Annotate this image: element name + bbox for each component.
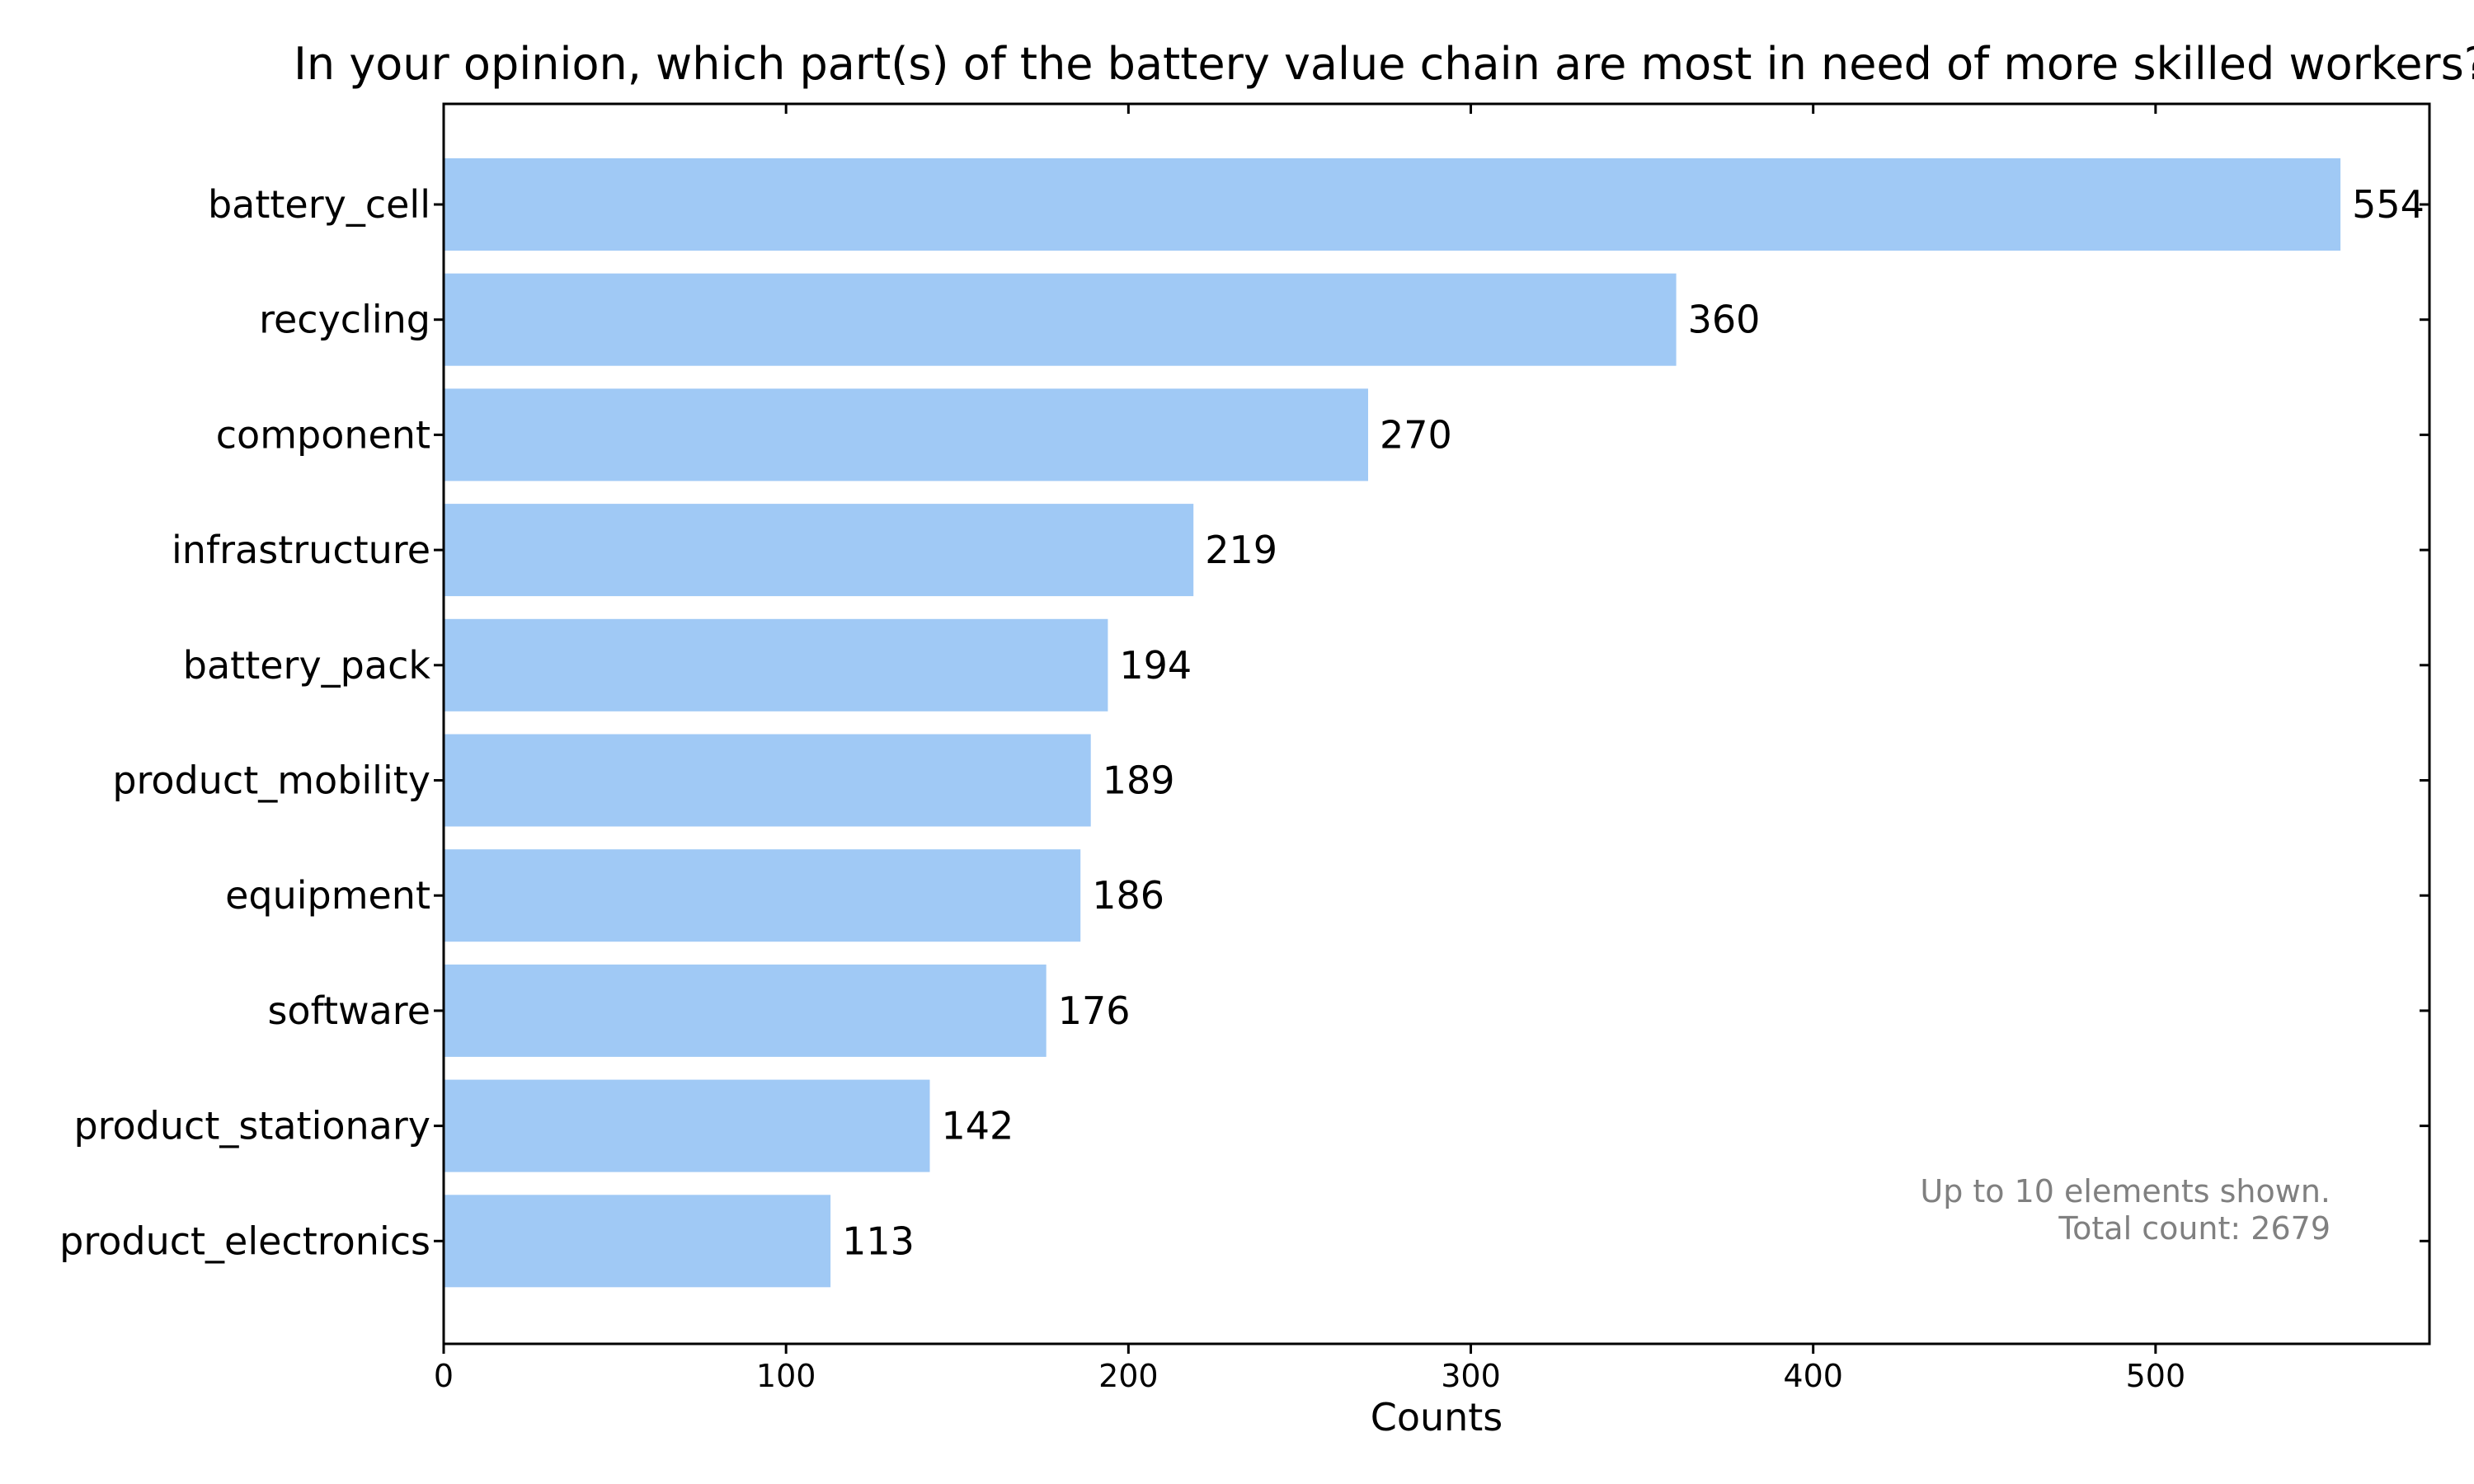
- bar-product_mobility: [444, 734, 1091, 827]
- category-label-equipment: equipment: [225, 873, 430, 918]
- value-label-product_electronics: 113: [842, 1219, 915, 1263]
- value-label-recycling: 360: [1688, 298, 1761, 342]
- bars-layer: [444, 158, 2341, 1288]
- value-label-software: 176: [1058, 989, 1131, 1033]
- value-label-product_stationary: 142: [942, 1104, 1014, 1148]
- count-note-line: Up to 10 elements shown.: [1920, 1173, 2331, 1209]
- x-axis-label: Counts: [1371, 1395, 1503, 1439]
- bar-battery_cell: [444, 158, 2341, 251]
- bar-equipment: [444, 849, 1081, 942]
- value-label-component: 270: [1380, 412, 1452, 457]
- bar-battery_pack: [444, 618, 1108, 711]
- x-tick-label: 0: [434, 1358, 454, 1394]
- category-label-infrastructure: infrastructure: [172, 528, 430, 572]
- value-label-battery_cell: 554: [2352, 182, 2425, 227]
- category-label-product_stationary: product_stationary: [73, 1104, 430, 1148]
- category-label-software: software: [267, 989, 430, 1033]
- category-label-product_electronics: product_electronics: [59, 1219, 430, 1263]
- category-label-battery_pack: battery_pack: [183, 643, 431, 688]
- x-tick-label: 300: [1441, 1358, 1501, 1394]
- plot-frame: [442, 102, 2431, 1345]
- labels-layer: 554 battery_cell 360 recycling 270 component 2…: [59, 182, 2425, 1263]
- value-label-infrastructure: 219: [1205, 528, 1277, 572]
- category-label-product_mobility: product_mobility: [112, 758, 430, 803]
- category-label-recycling: recycling: [259, 298, 430, 342]
- bar-infrastructure: [444, 504, 1194, 597]
- bar-product_stationary: [444, 1079, 930, 1172]
- ticks-layer: 0 100 200 300 400 500: [434, 104, 2429, 1394]
- x-tick-label: 400: [1783, 1358, 1843, 1394]
- bar-recycling: [444, 273, 1677, 366]
- category-label-component: component: [216, 412, 430, 457]
- bar-software: [444, 964, 1047, 1057]
- value-label-product_mobility: 189: [1103, 758, 1175, 803]
- count-note-line: Total count: 2679: [2058, 1210, 2331, 1247]
- category-label-battery_cell: battery_cell: [208, 182, 430, 227]
- bar-product_electronics: [444, 1195, 831, 1288]
- x-tick-label: 500: [2126, 1358, 2186, 1394]
- count-note: Up to 10 elements shown. Total count: 26…: [1920, 1173, 2331, 1247]
- value-label-battery_pack: 194: [1119, 643, 1192, 688]
- chart-title: In your opinion, which part(s) of the ba…: [294, 38, 2474, 90]
- x-tick-label: 200: [1098, 1358, 1159, 1394]
- x-tick-label: 100: [756, 1358, 816, 1394]
- bar-component: [444, 388, 1368, 481]
- value-label-equipment: 186: [1092, 873, 1164, 918]
